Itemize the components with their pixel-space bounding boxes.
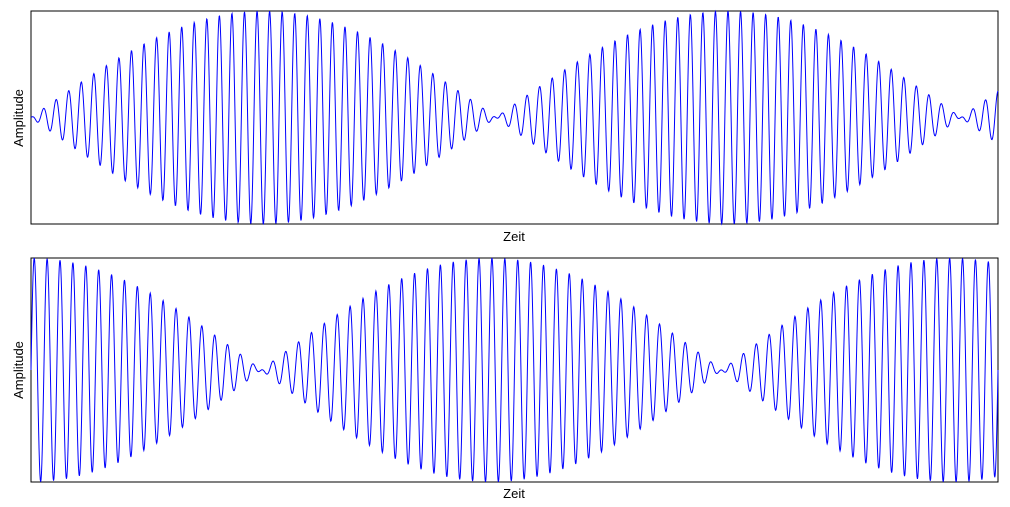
top-x-axis-label: Zeit — [503, 229, 525, 244]
top-signal-line — [30, 9, 999, 226]
top-y-axis-label: Amplitude — [11, 89, 26, 147]
bottom-x-axis-label: Zeit — [503, 486, 525, 501]
top-plot-frame — [30, 10, 999, 225]
bottom-signal-line — [30, 257, 999, 483]
bottom-plot: Zeit Amplitude — [11, 257, 999, 501]
bottom-y-axis-label: Amplitude — [11, 341, 26, 399]
top-plot: Zeit Amplitude — [11, 9, 999, 244]
